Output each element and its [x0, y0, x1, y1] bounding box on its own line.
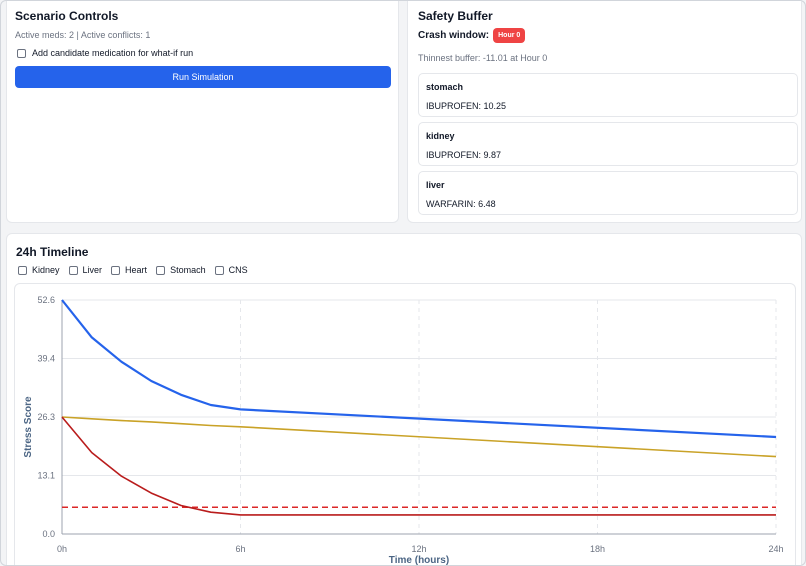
toggle-label: Heart: [125, 265, 148, 275]
y-tick-label: 13.1: [37, 471, 55, 481]
organ-name: kidney: [426, 131, 455, 141]
organ-name: stomach: [426, 82, 464, 92]
organ-card-stomach: stomach IBUPROFEN: 10.25: [418, 73, 798, 117]
heart-checkbox[interactable]: [111, 265, 121, 275]
active-status-text: Active meds: 2 | Active conflicts: 1: [15, 30, 151, 40]
y-tick-label: 52.6: [37, 295, 55, 305]
crash-window-badge: Hour 0: [493, 28, 526, 43]
chart-container: 0.0 13.1 26.3 39.4 52.6 0h 6h 12h 18h 24h Time (ho…: [14, 283, 796, 566]
toggle-heart[interactable]: Heart: [111, 265, 147, 275]
series-line-1: [61, 416, 777, 458]
toggle-label: CNS: [228, 265, 248, 275]
toggle-label: Liver: [82, 265, 103, 275]
organ-value: WARFARIN: 6.48: [426, 199, 496, 209]
cns-checkbox[interactable]: [214, 265, 224, 275]
toggle-kidney[interactable]: Kidney: [18, 265, 60, 275]
organ-name: liver: [426, 180, 445, 190]
timeline-title: 24h Timeline: [16, 245, 89, 259]
kidney-checkbox[interactable]: [18, 265, 27, 275]
organ-filter-toggles: Kidney Liver Heart Stomach CNS: [18, 265, 248, 275]
candidate-medication-checkbox[interactable]: [17, 48, 26, 58]
series-line-2: [61, 416, 776, 516]
y-tick-label: 0.0: [42, 529, 55, 539]
x-tick-label: 6h: [235, 544, 245, 554]
scenario-controls-panel: Scenario Controls Active meds: 2 | Activ…: [6, 1, 399, 223]
organ-value: IBUPROFEN: 10.25: [426, 101, 507, 111]
organ-card-kidney: kidney IBUPROFEN: 9.87: [418, 122, 798, 166]
series-line-0: [61, 299, 777, 439]
candidate-medication-label: Add candidate medication for what-if run: [32, 48, 194, 58]
safety-buffer-title: Safety Buffer: [418, 9, 493, 23]
x-tick-label: 24h: [768, 544, 783, 554]
y-tick-label: 26.3: [37, 412, 55, 422]
scenario-controls-title: Scenario Controls: [15, 9, 119, 23]
x-axis-label: Time (hours): [389, 555, 449, 566]
x-tick-label: 0h: [57, 544, 67, 554]
x-tick-label: 18h: [590, 544, 605, 554]
thinnest-buffer-text: Thinnest buffer: -11.01 at Hour 0: [418, 53, 548, 63]
toggle-label: Stomach: [170, 265, 206, 275]
toggle-stomach[interactable]: Stomach: [156, 265, 206, 275]
candidate-medication-toggle[interactable]: Add candidate medication for what-if run: [17, 48, 193, 58]
stress-timeline-chart: 0.0 13.1 26.3 39.4 52.6 0h 6h 12h 18h 24h Time (ho…: [23, 295, 784, 566]
safety-buffer-panel: Safety Buffer Crash window: Hour 0 Thinn…: [407, 1, 802, 223]
organ-card-liver: liver WARFARIN: 6.48: [418, 171, 798, 215]
toggle-liver[interactable]: Liver: [68, 265, 103, 275]
crash-window: Crash window: Hour 0: [418, 28, 526, 43]
organ-value: IBUPROFEN: 9.87: [426, 150, 502, 160]
liver-checkbox[interactable]: [68, 265, 78, 275]
toggle-cns[interactable]: CNS: [214, 265, 248, 275]
crash-window-label: Crash window:: [418, 30, 490, 41]
y-tick-label: 39.4: [37, 354, 55, 364]
run-simulation-button[interactable]: Run Simulation: [15, 66, 391, 88]
x-tick-label: 12h: [411, 544, 426, 554]
toggle-label: Kidney: [32, 265, 60, 275]
stomach-checkbox[interactable]: [156, 265, 166, 275]
y-axis-label: Stress Score: [23, 396, 34, 458]
timeline-panel: 24h Timeline Kidney Liver Heart Stomach …: [6, 233, 802, 566]
